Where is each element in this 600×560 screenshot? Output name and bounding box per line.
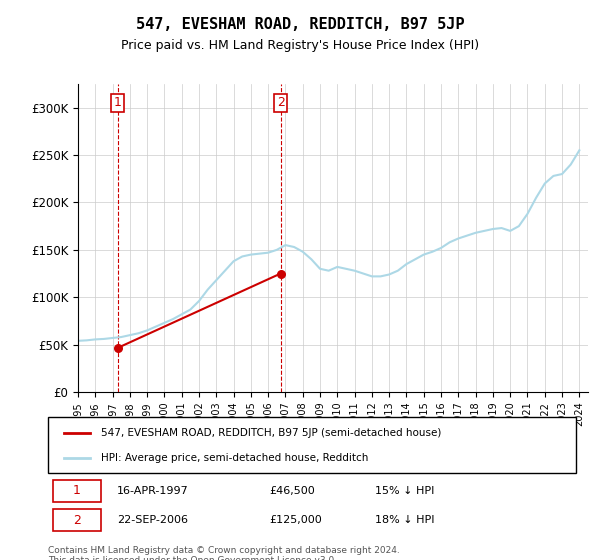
Text: Contains HM Land Registry data © Crown copyright and database right 2024.
This d: Contains HM Land Registry data © Crown c… — [48, 546, 400, 560]
FancyBboxPatch shape — [53, 509, 101, 531]
Text: 2: 2 — [277, 96, 284, 109]
Text: 1: 1 — [73, 484, 81, 497]
Text: 16-APR-1997: 16-APR-1997 — [116, 486, 188, 496]
Text: £125,000: £125,000 — [270, 515, 323, 525]
Point — [276, 269, 286, 278]
Text: HPI: Average price, semi-detached house, Redditch: HPI: Average price, semi-detached house,… — [101, 452, 368, 463]
Text: 1: 1 — [113, 96, 122, 109]
Point — [113, 343, 122, 352]
Text: Price paid vs. HM Land Registry's House Price Index (HPI): Price paid vs. HM Land Registry's House … — [121, 39, 479, 52]
Text: 547, EVESHAM ROAD, REDDITCH, B97 5JP: 547, EVESHAM ROAD, REDDITCH, B97 5JP — [136, 17, 464, 32]
Text: 18% ↓ HPI: 18% ↓ HPI — [376, 515, 435, 525]
FancyBboxPatch shape — [48, 417, 576, 473]
Text: 2: 2 — [73, 514, 81, 527]
Text: 22-SEP-2006: 22-SEP-2006 — [116, 515, 188, 525]
FancyBboxPatch shape — [53, 480, 101, 502]
Text: 547, EVESHAM ROAD, REDDITCH, B97 5JP (semi-detached house): 547, EVESHAM ROAD, REDDITCH, B97 5JP (se… — [101, 428, 441, 438]
Text: 15% ↓ HPI: 15% ↓ HPI — [376, 486, 435, 496]
Text: £46,500: £46,500 — [270, 486, 316, 496]
